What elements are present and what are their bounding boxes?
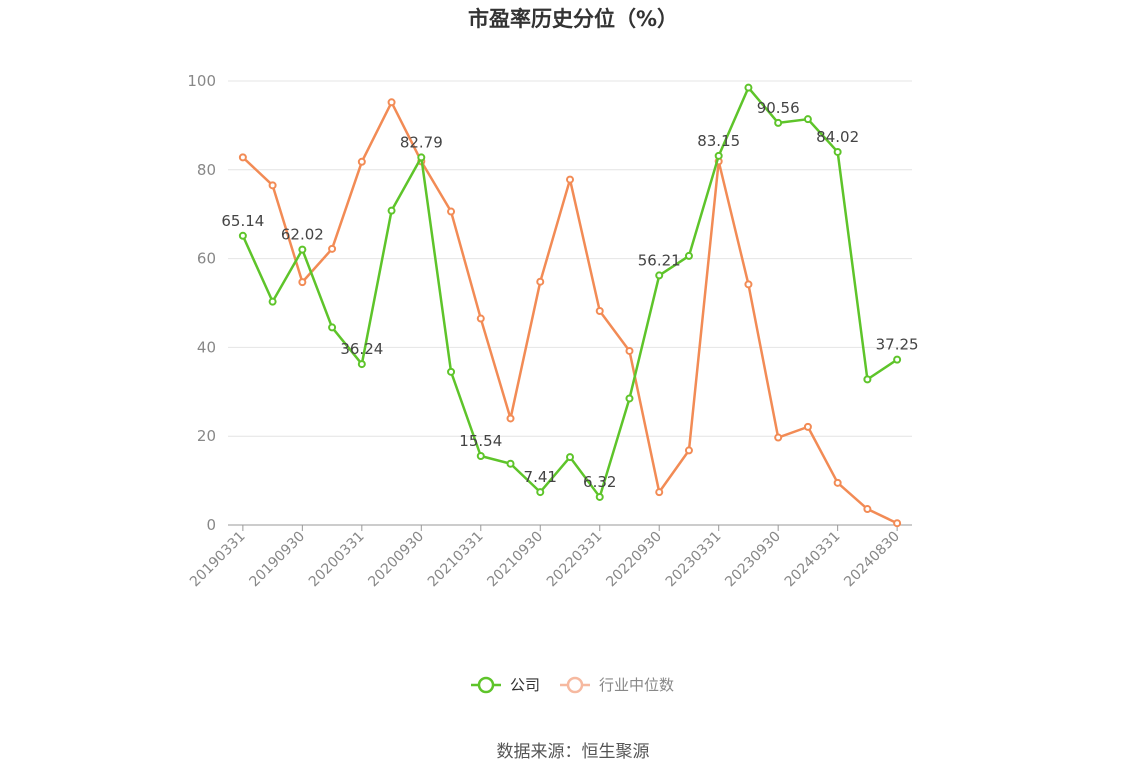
x-tick-label: 20230930 [722, 529, 784, 591]
data-source: 数据来源：恒生聚源 [497, 742, 650, 762]
data-label: 90.56 [757, 99, 800, 117]
data-point [357, 157, 366, 166]
data-label: 56.21 [638, 251, 681, 269]
data-point [536, 277, 545, 286]
data-point [476, 452, 485, 461]
data-point [447, 207, 456, 216]
legend[interactable]: 公司 行业中位数 [471, 676, 674, 694]
data-point [774, 118, 783, 127]
legend-marker [477, 676, 495, 694]
y-tick-label: 20 [197, 427, 216, 445]
data-point [447, 367, 456, 376]
data-label: 36.24 [340, 340, 383, 358]
series-layer [238, 83, 902, 528]
x-tick-label: 20210930 [484, 529, 546, 591]
data-point [298, 245, 307, 254]
series-line-0 [241, 86, 898, 499]
data-point [328, 323, 337, 332]
data-point [566, 453, 574, 462]
x-axis: 2019033120190930202003312020093020210331… [187, 524, 912, 591]
data-point [803, 115, 812, 124]
data-point [833, 147, 842, 156]
data-point [387, 206, 396, 215]
x-tick-label: 20200930 [365, 529, 427, 591]
data-point [328, 244, 337, 253]
data-label: 83.15 [697, 132, 740, 150]
data-point [774, 433, 783, 442]
data-point [506, 459, 515, 468]
data-point [714, 151, 723, 160]
data-point [655, 271, 664, 280]
data-point [684, 446, 693, 455]
data-point [387, 98, 396, 107]
data-point [744, 280, 753, 289]
data-point [566, 175, 574, 184]
data-point [357, 360, 366, 369]
data-point [863, 375, 872, 384]
data-point [536, 488, 545, 497]
x-tick-label: 20200331 [306, 529, 368, 591]
y-tick-label: 0 [206, 516, 216, 534]
data-point [476, 314, 485, 323]
legend-item[interactable]: 公司 [471, 676, 540, 694]
y-tick-label: 100 [187, 72, 216, 90]
x-tick-label: 20190930 [246, 529, 308, 591]
data-label: 37.25 [876, 336, 919, 354]
y-tick-label: 40 [197, 338, 216, 356]
x-tick-label: 20230331 [663, 529, 725, 591]
y-axis: 0 20 40 60 80 100 [187, 72, 216, 534]
legend-marker [566, 676, 584, 694]
grid-lines [228, 80, 912, 437]
x-tick-label: 20240830 [841, 529, 903, 591]
chart-title: 市盈率历史分位（%） [468, 7, 678, 31]
y-tick-label: 60 [197, 250, 216, 268]
data-point [298, 278, 307, 287]
x-tick-label: 20220930 [603, 529, 665, 591]
x-tick-label: 20240331 [782, 529, 844, 591]
data-point [833, 478, 842, 487]
x-tick-label: 20190331 [187, 529, 249, 591]
data-point [863, 505, 872, 514]
data-labels: 65.14 62.02 36.24 82.79 15.54 7.41 6.32 56.21 83… [221, 99, 918, 491]
data-point [893, 519, 902, 528]
data-point [238, 153, 247, 162]
data-label: 65.14 [221, 212, 264, 230]
data-label: 7.41 [524, 468, 557, 486]
data-point [506, 414, 515, 423]
data-label: 15.54 [459, 432, 502, 450]
data-point [625, 394, 634, 403]
legend-label: 公司 [510, 676, 540, 694]
y-tick-label: 80 [197, 161, 216, 179]
data-point [417, 153, 426, 162]
data-point [268, 297, 277, 306]
legend-label: 行业中位数 [599, 676, 674, 694]
x-tick-label: 20210331 [425, 529, 487, 591]
data-point [684, 251, 693, 260]
data-label: 84.02 [816, 128, 859, 146]
data-point [625, 346, 634, 355]
legend-item[interactable]: 行业中位数 [560, 676, 674, 694]
x-tick-label: 20220331 [544, 529, 606, 591]
data-label: 6.32 [583, 473, 616, 491]
data-point [595, 492, 604, 501]
data-point [893, 355, 902, 364]
data-point [803, 422, 812, 431]
data-point [655, 488, 664, 497]
data-point [744, 83, 753, 92]
data-label: 82.79 [400, 133, 443, 151]
data-point [268, 181, 277, 190]
data-point [595, 306, 604, 315]
data-point [238, 231, 247, 240]
data-label: 62.02 [281, 226, 324, 244]
